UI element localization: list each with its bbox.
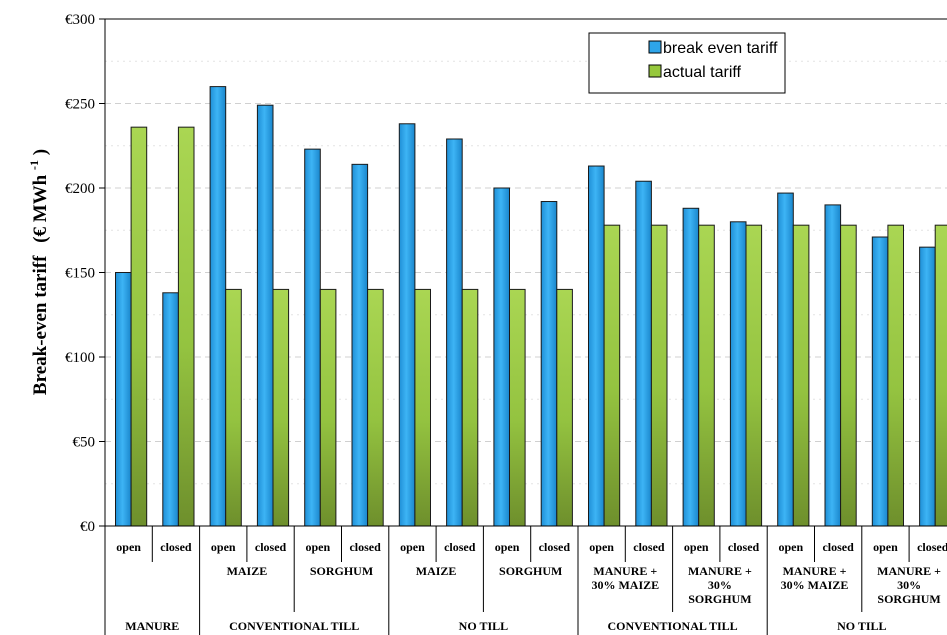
y-axis-label-main: Break-even tariff	[30, 255, 51, 395]
crop-label-5-1: 30% MAIZE	[591, 578, 659, 592]
bar-break-even-13	[729, 221, 747, 527]
legend-box	[588, 32, 786, 94]
bar-break-even-2	[209, 86, 227, 527]
x-tick-label-12: open	[684, 540, 709, 554]
bar-break-even-7	[446, 138, 463, 527]
bar-break-even-9	[540, 201, 558, 527]
crop-label-4-0: SORGHUM	[499, 564, 562, 578]
x-tick-label-6: open	[400, 540, 425, 554]
y-axis-label-close: )	[30, 149, 51, 155]
crop-label-8-1: 30%	[897, 578, 921, 592]
gridlines	[105, 60, 947, 485]
crop-label-5-0: MANURE +	[593, 564, 657, 578]
x-tick-label-8: open	[495, 540, 520, 554]
crop-label-8-2: SORGHUM	[877, 592, 940, 606]
axes	[99, 18, 947, 527]
bar-break-even-1	[162, 292, 179, 527]
tillage-label-0: MANURE	[125, 619, 179, 633]
bar-actual-1	[177, 126, 195, 527]
bars	[115, 86, 947, 527]
crop-label-7-0: MANURE +	[783, 564, 847, 578]
x-tick-label-4: open	[306, 540, 331, 554]
crop-label-1-0: MAIZE	[227, 564, 268, 578]
x-tick-label-7: closed	[444, 540, 476, 554]
legend-swatch-1	[648, 64, 662, 78]
y-tick-label-250: €250	[65, 97, 95, 113]
crop-label-6-1: 30%	[708, 578, 732, 592]
bar-actual-0	[130, 126, 148, 527]
y-axis-label-unit: (€ MWh	[30, 174, 51, 243]
x-tick-label-3: closed	[255, 540, 287, 554]
bar-break-even-8	[493, 187, 510, 527]
x-tick-label-5: closed	[349, 540, 381, 554]
x-category-table: open closed open closed open closed open closed…	[104, 526, 947, 635]
bar-break-even-6	[398, 123, 416, 527]
x-tick-label-2: open	[211, 540, 236, 554]
x-tick-label-17: closed	[917, 540, 947, 554]
tillage-label-1: CONVENTIONAL TILL	[229, 619, 359, 633]
bar-actual-10	[603, 224, 621, 527]
x-tick-label-11: closed	[633, 540, 665, 554]
bar-actual-14	[792, 224, 810, 527]
x-tick-label-9: closed	[539, 540, 571, 554]
y-tick-labels: €0 €50 €100 €150 €200 €250 €300	[65, 12, 95, 535]
bar-break-even-14	[777, 192, 794, 527]
x-tick-label-10: open	[589, 540, 614, 554]
x-tick-label-1: closed	[160, 540, 192, 554]
tillage-label-3: CONVENTIONAL TILL	[608, 619, 738, 633]
y-tick-label-200: €200	[65, 181, 95, 197]
bar-actual-17	[934, 224, 947, 527]
bar-actual-2	[225, 288, 242, 527]
crop-label-6-0: MANURE +	[688, 564, 752, 578]
bar-actual-6	[414, 288, 431, 527]
tillage-label-4: NO TILL	[837, 619, 886, 633]
legend-swatch-0	[648, 40, 662, 54]
y-tick-label-150: €150	[65, 266, 95, 282]
y-tick-label-300: €300	[65, 12, 95, 28]
x-tick-label-16: open	[873, 540, 898, 554]
bar-break-even-5	[351, 163, 369, 527]
x-tick-label-15: closed	[822, 540, 854, 554]
bar-actual-11	[650, 224, 668, 527]
bar-break-even-0	[115, 272, 132, 527]
bar-actual-15	[840, 224, 857, 527]
bar-break-even-16	[871, 236, 889, 527]
bar-break-even-4	[304, 148, 321, 527]
bar-actual-3	[272, 288, 290, 527]
x-tick-label-0: open	[116, 540, 141, 554]
bar-actual-7	[461, 288, 479, 527]
bar-break-even-3	[256, 104, 274, 527]
x-tick-label-13: closed	[728, 540, 760, 554]
crop-label-7-1: 30% MAIZE	[781, 578, 849, 592]
bar-break-even-10	[588, 165, 605, 527]
bar-actual-5	[367, 288, 384, 527]
y-tick-label-100: €100	[65, 350, 95, 366]
y-tick-label-50: €50	[73, 435, 96, 451]
x-tick-label-14: open	[779, 540, 804, 554]
legend-label-0: break even tariff	[663, 40, 778, 57]
bar-break-even-17	[919, 246, 936, 527]
bar-actual-12	[698, 224, 715, 527]
bar-break-even-12	[682, 207, 700, 527]
bar-actual-13	[745, 224, 763, 527]
legend-label-1: actual tariff	[663, 64, 742, 81]
bar-break-even-11	[635, 180, 652, 527]
tillage-label-2: NO TILL	[459, 619, 508, 633]
y-axis-label: Break-even tariff (€ MWh -1 )	[22, 149, 51, 395]
crop-label-2-0: SORGHUM	[310, 564, 373, 578]
bar-actual-9	[556, 288, 573, 527]
bar-actual-16	[887, 224, 905, 527]
legend: break even tariff actual tariff	[588, 32, 786, 94]
crop-label-3-0: MAIZE	[416, 564, 457, 578]
y-axis-label-sup: -1	[27, 160, 41, 170]
crop-label-6-2: SORGHUM	[688, 592, 751, 606]
bar-actual-4	[319, 288, 337, 527]
crop-label-8-0: MANURE +	[877, 564, 941, 578]
bar-break-even-15	[824, 204, 842, 527]
bar-actual-8	[509, 288, 526, 527]
y-tick-label-0: €0	[80, 519, 95, 535]
